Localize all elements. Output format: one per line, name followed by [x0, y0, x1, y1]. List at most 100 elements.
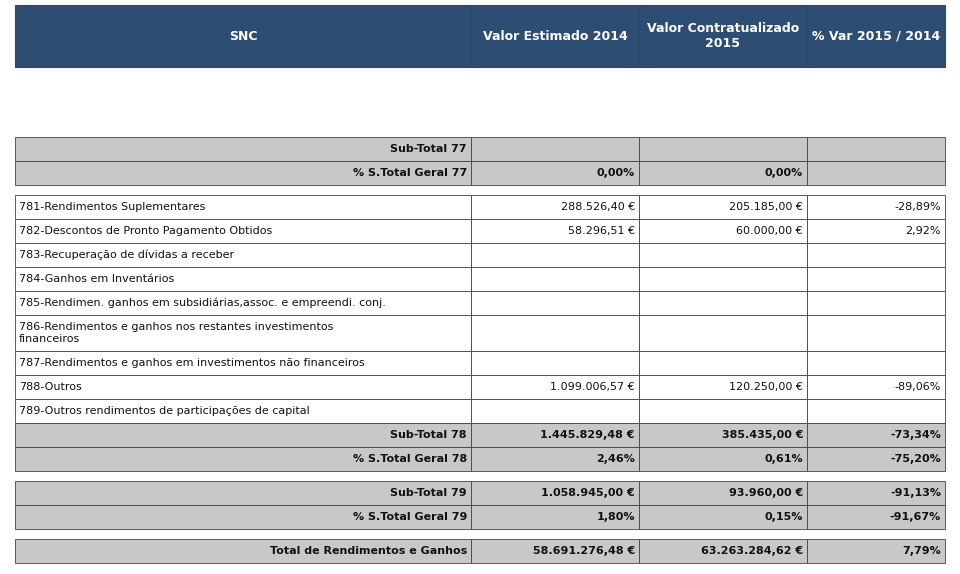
Bar [15, 243, 471, 267]
Bar [471, 505, 639, 529]
Text: 2,46%: 2,46% [596, 454, 635, 464]
Bar [471, 267, 639, 291]
Bar [15, 505, 471, 529]
Bar [15, 5, 471, 67]
Text: -75,20%: -75,20% [890, 454, 941, 464]
Bar [639, 5, 807, 67]
Bar [639, 375, 807, 399]
Text: -28,89%: -28,89% [895, 202, 941, 212]
Bar [807, 423, 945, 447]
Bar [807, 291, 945, 315]
Text: 63.263.284,62 €: 63.263.284,62 € [701, 546, 803, 556]
Text: 2,92%: 2,92% [905, 226, 941, 236]
Bar [639, 423, 807, 447]
Bar [639, 137, 807, 161]
Text: 1.099.006,57 €: 1.099.006,57 € [550, 382, 635, 392]
Bar [807, 161, 945, 185]
Text: 93.960,00 €: 93.960,00 € [729, 488, 803, 498]
Bar [639, 351, 807, 375]
Bar [807, 243, 945, 267]
Text: 60.000,00 €: 60.000,00 € [736, 226, 803, 236]
Text: SNC: SNC [228, 29, 257, 42]
Bar [15, 219, 471, 243]
Bar [471, 375, 639, 399]
Bar [471, 423, 639, 447]
Bar [639, 399, 807, 423]
Bar [639, 539, 807, 563]
Text: 783-Recuperação de dívidas a receber: 783-Recuperação de dívidas a receber [19, 250, 234, 260]
Bar [471, 219, 639, 243]
Bar [639, 195, 807, 219]
Text: % Var 2015 / 2014: % Var 2015 / 2014 [812, 29, 940, 42]
Bar [807, 481, 945, 505]
Text: % S.Total Geral 79: % S.Total Geral 79 [352, 512, 467, 522]
Text: 58.296,51 €: 58.296,51 € [568, 226, 635, 236]
Bar [471, 399, 639, 423]
Text: 786-Rendimentos e ganhos nos restantes investimentos
financeiros: 786-Rendimentos e ganhos nos restantes i… [19, 322, 333, 344]
Text: Valor Estimado 2014: Valor Estimado 2014 [483, 29, 628, 42]
Bar [471, 315, 639, 351]
Bar [15, 539, 471, 563]
Text: -91,13%: -91,13% [890, 488, 941, 498]
Bar [807, 219, 945, 243]
Bar [807, 315, 945, 351]
Text: 787-Rendimentos e ganhos em investimentos não financeiros: 787-Rendimentos e ganhos em investimento… [19, 358, 365, 368]
Bar [807, 447, 945, 471]
Text: 0,15%: 0,15% [764, 512, 803, 522]
Bar [15, 375, 471, 399]
Bar [471, 137, 639, 161]
Bar [807, 5, 945, 67]
Bar [15, 161, 471, 185]
Bar [639, 291, 807, 315]
Text: 1,80%: 1,80% [596, 512, 635, 522]
Bar [471, 5, 639, 67]
Bar [807, 505, 945, 529]
Text: 1.445.829,48 €: 1.445.829,48 € [540, 430, 635, 440]
Bar [807, 399, 945, 423]
Bar [639, 161, 807, 185]
Text: 0,00%: 0,00% [597, 168, 635, 178]
Bar [15, 423, 471, 447]
Bar [807, 539, 945, 563]
Bar [807, 375, 945, 399]
Text: Sub-Total 79: Sub-Total 79 [391, 488, 467, 498]
Text: -73,34%: -73,34% [890, 430, 941, 440]
Bar [639, 481, 807, 505]
Text: -89,06%: -89,06% [895, 382, 941, 392]
Text: 205.185,00 €: 205.185,00 € [730, 202, 803, 212]
Bar [471, 447, 639, 471]
Bar [15, 291, 471, 315]
Text: -91,67%: -91,67% [890, 512, 941, 522]
Text: 288.526,40 €: 288.526,40 € [561, 202, 635, 212]
Bar [15, 351, 471, 375]
Text: 1.058.945,00 €: 1.058.945,00 € [541, 488, 635, 498]
Bar [639, 505, 807, 529]
Bar [471, 351, 639, 375]
Text: 7,79%: 7,79% [902, 546, 941, 556]
Text: 781-Rendimentos Suplementares: 781-Rendimentos Suplementares [19, 202, 205, 212]
Bar [15, 195, 471, 219]
Bar [807, 137, 945, 161]
Text: Sub-Total 77: Sub-Total 77 [391, 144, 467, 154]
Text: 385.435,00 €: 385.435,00 € [722, 430, 803, 440]
Text: % S.Total Geral 78: % S.Total Geral 78 [352, 454, 467, 464]
Text: 785-Rendimen. ganhos em subsidiárias,assoc. e empreendi. conj.: 785-Rendimen. ganhos em subsidiárias,ass… [19, 298, 386, 308]
Bar [471, 291, 639, 315]
Bar [807, 267, 945, 291]
Text: Sub-Total 78: Sub-Total 78 [391, 430, 467, 440]
Bar [639, 315, 807, 351]
Text: Total de Rendimentos e Ganhos: Total de Rendimentos e Ganhos [270, 546, 467, 556]
Text: 0,61%: 0,61% [764, 454, 803, 464]
Bar [471, 243, 639, 267]
Text: 58.691.276,48 €: 58.691.276,48 € [533, 546, 635, 556]
Bar [807, 195, 945, 219]
Bar [15, 447, 471, 471]
Text: % S.Total Geral 77: % S.Total Geral 77 [352, 168, 467, 178]
Bar [639, 267, 807, 291]
Text: 784-Ganhos em Inventários: 784-Ganhos em Inventários [19, 274, 175, 284]
Bar [807, 351, 945, 375]
Text: 120.250,00 €: 120.250,00 € [730, 382, 803, 392]
Bar [639, 243, 807, 267]
Text: 782-Descontos de Pronto Pagamento Obtidos: 782-Descontos de Pronto Pagamento Obtido… [19, 226, 273, 236]
Text: Valor Contratualizado
2015: Valor Contratualizado 2015 [647, 22, 799, 50]
